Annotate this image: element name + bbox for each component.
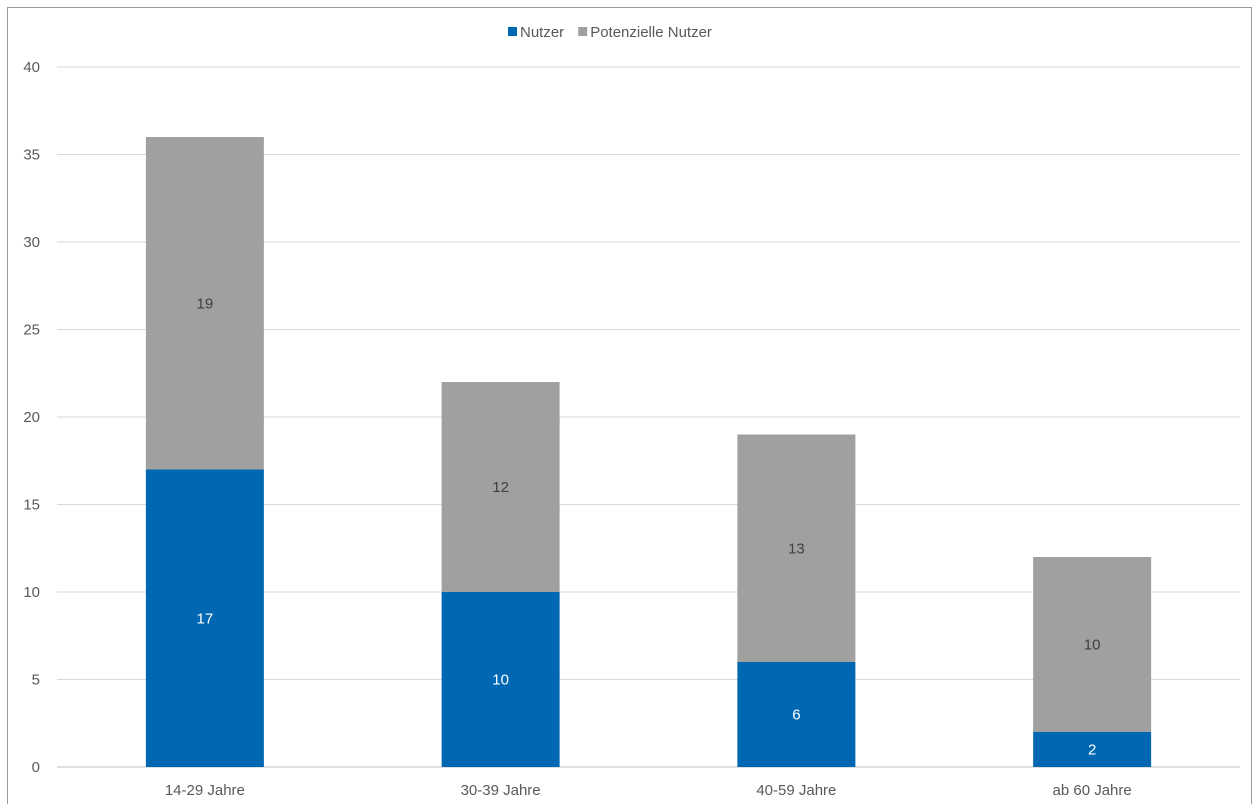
data-labels: 17 19 10 12 6 13 2 10 — [197, 295, 1101, 758]
y-tick-label: 15 — [23, 497, 40, 514]
y-tick-label: 5 — [32, 672, 40, 689]
data-label: 10 — [492, 672, 509, 689]
y-tick-label: 25 — [23, 322, 40, 339]
y-tick-label: 30 — [23, 234, 40, 251]
data-label: 2 — [1088, 742, 1096, 759]
legend-label: Potenzielle Nutzer — [590, 24, 712, 41]
y-tick-label: 10 — [23, 584, 40, 601]
data-label: 6 — [792, 707, 800, 724]
legend: Nutzer Potenzielle Nutzer — [508, 24, 712, 41]
bar-segment — [441, 592, 560, 767]
bar-segment — [145, 137, 264, 470]
data-label: 10 — [1084, 637, 1101, 654]
data-label: 19 — [197, 295, 214, 312]
bars — [145, 137, 1152, 767]
y-axis: 0 5 10 15 20 25 30 35 40 — [23, 59, 40, 776]
y-tick-label: 40 — [23, 59, 40, 76]
legend-label: Nutzer — [520, 24, 564, 41]
y-tick-label: 35 — [23, 147, 40, 164]
x-tick-label: ab 60 Jahre — [1053, 782, 1132, 799]
bar-segment — [1033, 732, 1152, 767]
bar-segment — [737, 662, 856, 767]
x-tick-label: 40-59 Jahre — [756, 782, 836, 799]
y-tick-label: 20 — [23, 409, 40, 426]
x-axis: 14-29 Jahre 30-39 Jahre 40-59 Jahre ab 60 J… — [165, 782, 1132, 799]
x-tick-label: 30-39 Jahre — [461, 782, 541, 799]
data-label: 13 — [788, 540, 805, 557]
x-tick-label: 14-29 Jahre — [165, 782, 245, 799]
bar-segment — [441, 382, 560, 592]
data-label: 12 — [492, 479, 509, 496]
y-tick-label: 0 — [32, 759, 40, 776]
data-label: 17 — [197, 610, 214, 627]
legend-swatch — [578, 27, 588, 36]
bar-segment — [1033, 557, 1152, 732]
bar-segment — [145, 469, 264, 767]
bar-segment — [737, 434, 856, 662]
legend-swatch — [508, 27, 517, 36]
